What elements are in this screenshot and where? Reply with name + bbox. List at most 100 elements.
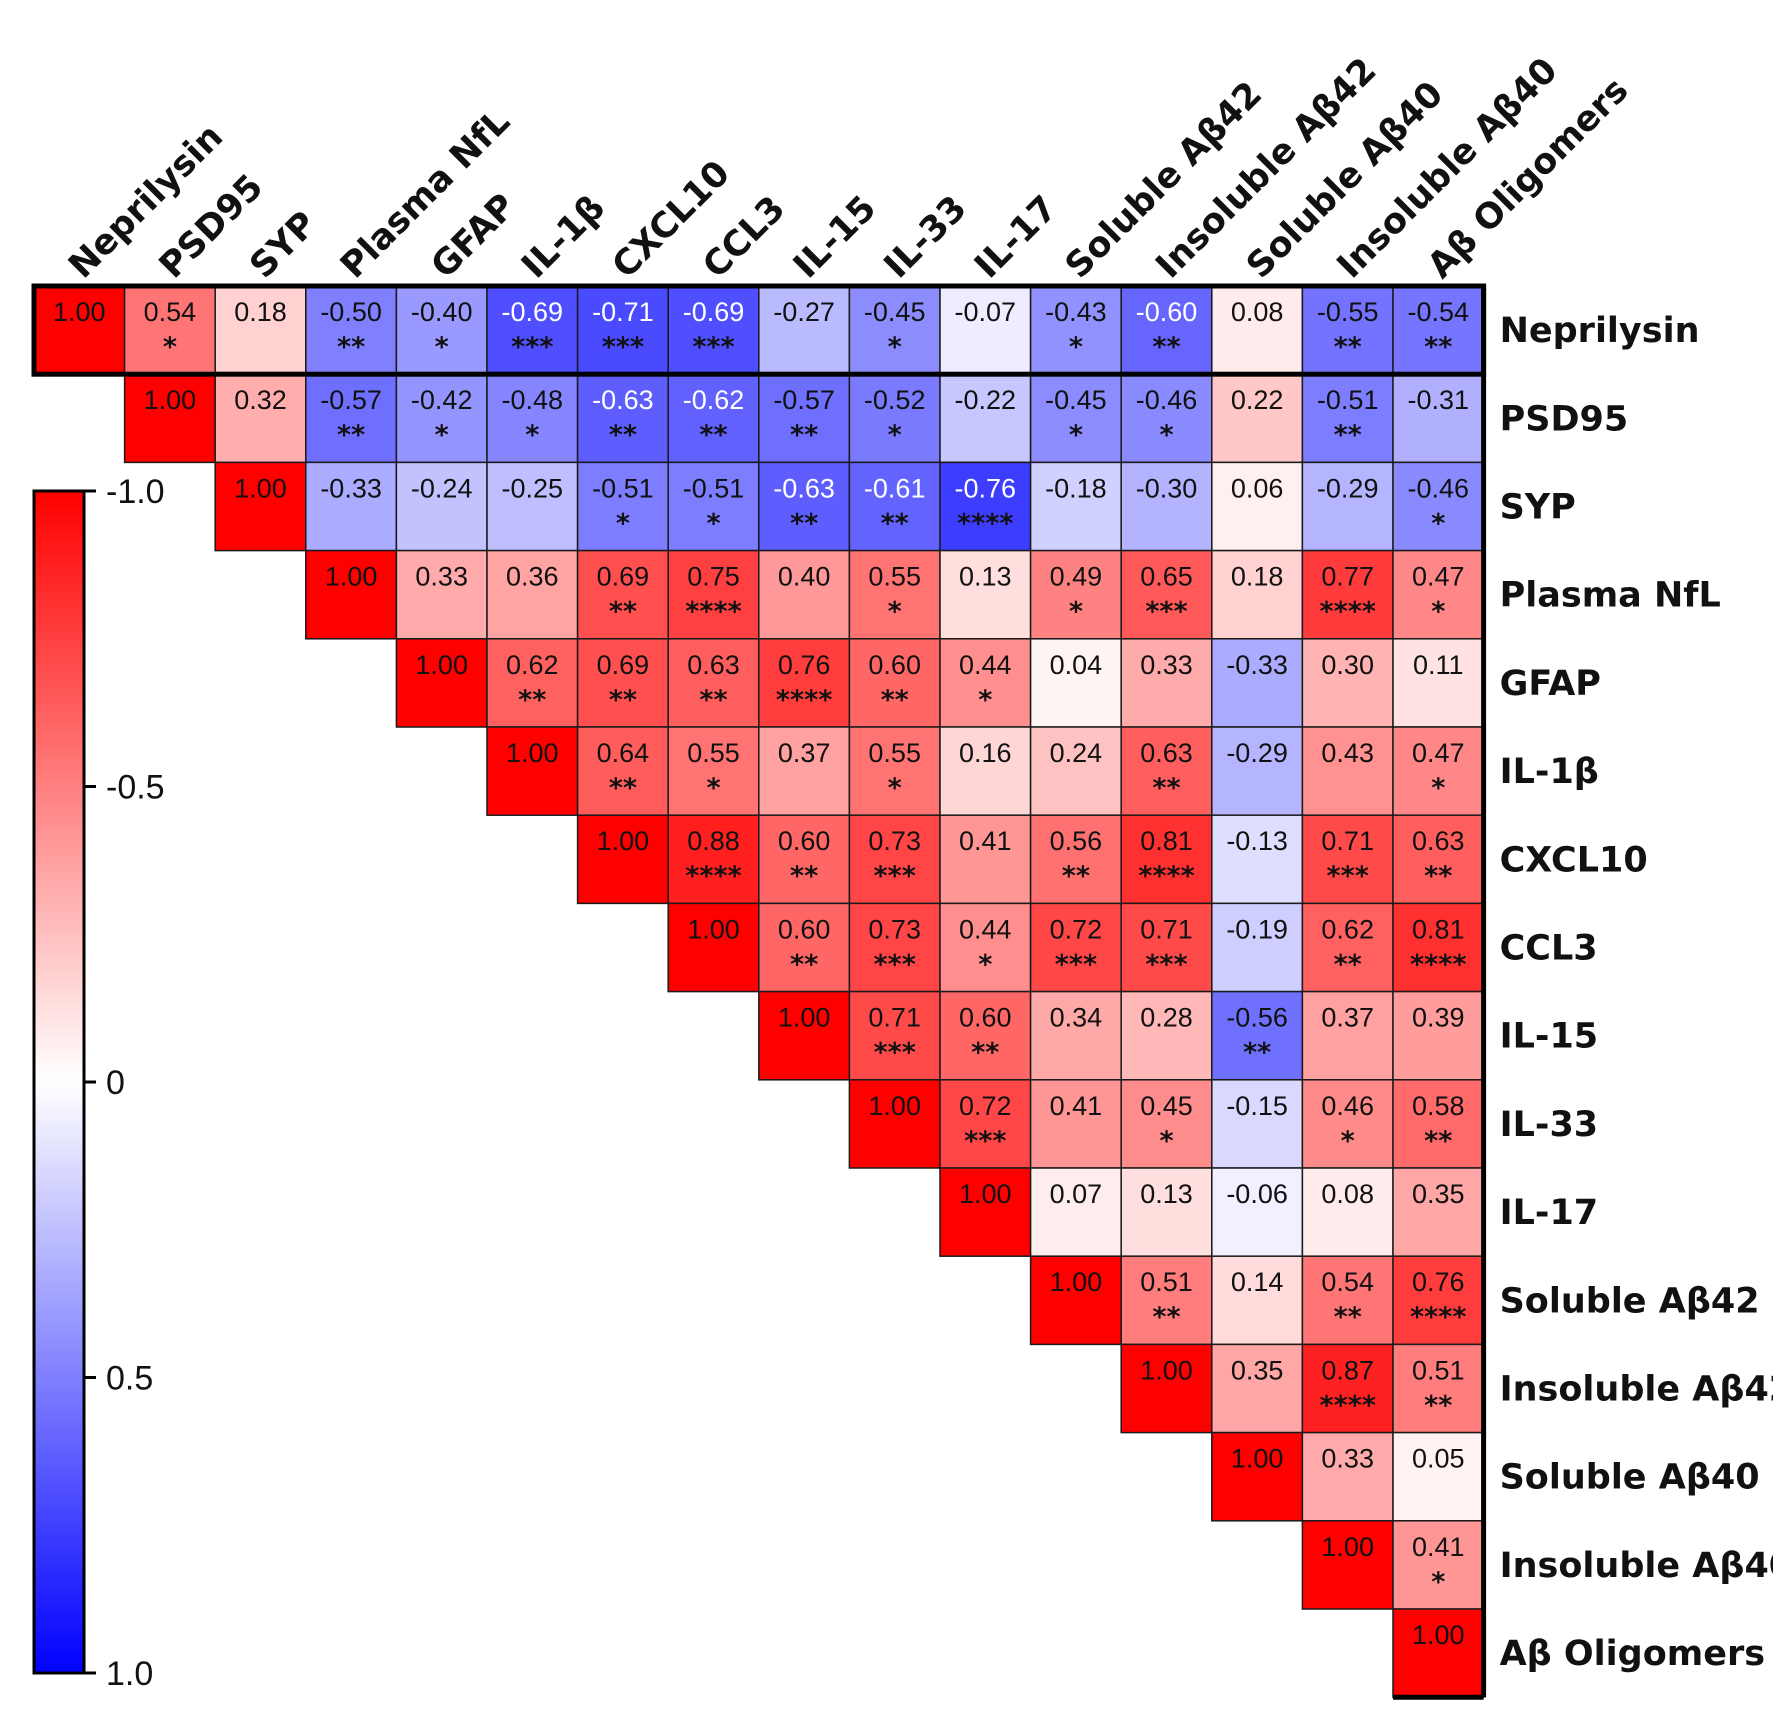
- significance-stars: **: [699, 420, 727, 451]
- cell-value: 0.06: [1231, 473, 1284, 503]
- heatmap-cell: [667, 726, 760, 816]
- column-label: IL-1β: [514, 188, 612, 286]
- cell-value: 0.88: [687, 826, 740, 856]
- heatmap-cell: [1392, 1079, 1485, 1169]
- heatmap-cell: [1120, 814, 1213, 905]
- heatmap-cell: [848, 1079, 941, 1169]
- significance-stars: *: [1069, 420, 1083, 451]
- heatmap-cell: [123, 285, 216, 375]
- cell-value: 0.24: [1050, 738, 1103, 768]
- heatmap-cell: [576, 726, 669, 816]
- heatmap-cell: [395, 373, 488, 464]
- significance-stars: **: [609, 685, 637, 716]
- colorbar-tick-label: -1.0: [106, 473, 165, 511]
- cell-value: 0.51: [1140, 1267, 1193, 1297]
- cell-value: 0.76: [1412, 1267, 1465, 1297]
- cell-value: 0.28: [1140, 1003, 1193, 1033]
- heatmap-cell: [758, 814, 851, 905]
- significance-stars: *: [706, 508, 720, 539]
- row-label: CCL3: [1500, 929, 1598, 969]
- significance-stars: ***: [692, 332, 734, 363]
- significance-stars: *: [1431, 597, 1445, 628]
- column-label: IL-33: [877, 188, 975, 286]
- cell-value: 0.62: [506, 650, 559, 680]
- cell-value: -0.15: [1226, 1091, 1288, 1121]
- cell-value: 1.00: [234, 473, 287, 503]
- cell-value: 0.71: [1140, 914, 1193, 944]
- significance-stars: **: [1424, 332, 1452, 363]
- row-label: PSD95: [1500, 399, 1629, 439]
- cell-value: 0.34: [1050, 1003, 1103, 1033]
- significance-stars: ***: [602, 332, 644, 363]
- significance-stars: *: [435, 420, 449, 451]
- row-label: IL-1β: [1500, 752, 1599, 792]
- heatmap-cell: [33, 285, 126, 375]
- cell-value: -0.29: [1226, 738, 1288, 768]
- significance-stars: ****: [1138, 861, 1194, 892]
- cell-value: 1.00: [1321, 1532, 1374, 1562]
- cell-value: -0.43: [1045, 297, 1107, 327]
- heatmap-cell: [848, 373, 941, 464]
- cell-value: 1.00: [506, 738, 559, 768]
- column-label: SYP: [243, 204, 325, 286]
- significance-stars: **: [790, 949, 818, 980]
- heatmap-cell: [939, 902, 1032, 993]
- cell-value: 0.36: [506, 562, 559, 592]
- heatmap-cell: [848, 461, 941, 552]
- heatmap-cell: [758, 549, 851, 640]
- significance-stars: *: [1159, 420, 1173, 451]
- cell-value: 0.18: [234, 297, 287, 327]
- significance-stars: ****: [1410, 1302, 1466, 1333]
- cell-value: -0.60: [1136, 297, 1198, 327]
- row-label: IL-17: [1500, 1193, 1599, 1233]
- cell-value: -0.57: [773, 385, 835, 415]
- heatmap-cell: [848, 726, 941, 816]
- cell-value: -0.42: [411, 385, 473, 415]
- cell-value: -0.69: [683, 297, 745, 327]
- significance-stars: **: [1243, 1038, 1271, 1069]
- cell-value: -0.18: [1045, 473, 1107, 503]
- cell-value: 0.54: [144, 297, 197, 327]
- significance-stars: **: [609, 597, 637, 628]
- heatmap-cell: [1392, 1167, 1485, 1257]
- cell-value: -0.22: [955, 385, 1017, 415]
- significance-stars: **: [1152, 1302, 1180, 1333]
- cell-value: 0.69: [597, 562, 650, 592]
- significance-stars: *: [978, 685, 992, 716]
- cell-value: 0.37: [1321, 1003, 1374, 1033]
- cell-value: 0.05: [1412, 1444, 1465, 1474]
- significance-stars: ***: [511, 332, 553, 363]
- cell-value: -0.13: [1226, 826, 1288, 856]
- heatmap-cells: 1.00 0.54*0.18 -0.50**-0.40*-0.69***-0.71*…: [31, 283, 1487, 1700]
- cell-value: -0.69: [502, 297, 564, 327]
- heatmap-cell: [1211, 549, 1304, 640]
- heatmap-cell: [1029, 990, 1122, 1081]
- colorbar-gradient: [32, 489, 86, 1675]
- row-labels: Neprilysin PSD95 SYP Plasma NfL GFAP IL-1β CXC…: [1500, 311, 1773, 1674]
- cell-value: 0.54: [1321, 1267, 1374, 1297]
- cell-value: 0.08: [1231, 297, 1284, 327]
- significance-stars: ***: [1327, 861, 1369, 892]
- row-label: Soluble Aβ42: [1500, 1281, 1760, 1321]
- heatmap-cell: [576, 638, 669, 728]
- significance-stars: **: [790, 420, 818, 451]
- significance-stars: **: [337, 332, 365, 363]
- cell-value: 1.00: [325, 562, 378, 592]
- cell-value: -0.19: [1226, 914, 1288, 944]
- cell-value: -0.52: [864, 385, 926, 415]
- significance-stars: *: [1431, 773, 1445, 804]
- cell-value: 1.00: [778, 1003, 831, 1033]
- heatmap-cell: [1301, 990, 1394, 1081]
- colorbar-tick-label: 0.5: [106, 1360, 153, 1398]
- heatmap-cell: [1120, 373, 1213, 464]
- cell-value: -0.51: [1317, 385, 1379, 415]
- cell-value: -0.46: [1408, 473, 1470, 503]
- heatmap-cell: [1392, 461, 1485, 552]
- row-label: IL-33: [1500, 1105, 1599, 1145]
- cell-value: -0.45: [864, 297, 926, 327]
- cell-value: -0.40: [411, 297, 473, 327]
- significance-stars: **: [1152, 773, 1180, 804]
- cell-value: 0.41: [959, 826, 1012, 856]
- cell-value: 1.00: [144, 385, 197, 415]
- heatmap-cell: [1211, 902, 1304, 993]
